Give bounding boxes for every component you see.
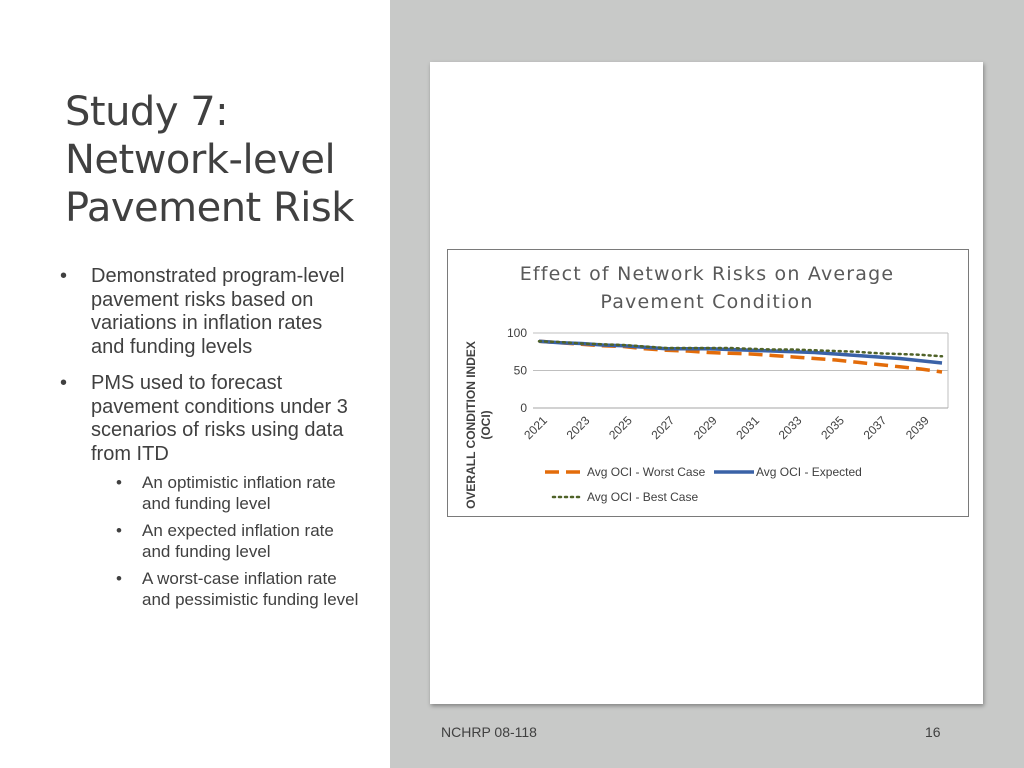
chart-title-line: Pavement Condition — [600, 291, 814, 313]
x-tick-label: 2029 — [691, 413, 720, 442]
sub-bullet-item: An optimistic inflation rate and funding… — [60, 473, 360, 514]
chart-frame — [447, 249, 969, 517]
y-tick-label: 0 — [520, 401, 527, 415]
footer-source: NCHRP 08-118 — [441, 724, 537, 740]
legend-label: Avg OCI - Worst Case — [587, 465, 706, 479]
x-tick-label: 2039 — [903, 413, 932, 442]
slide-title: Study 7: Network-level Pavement Risk — [65, 88, 365, 232]
legend-label: Avg OCI - Expected — [756, 465, 862, 479]
x-tick-label: 2027 — [648, 413, 677, 442]
series-line-dotted — [537, 340, 944, 358]
x-tick-label: 2035 — [818, 413, 847, 442]
legend-label: Avg OCI - Best Case — [587, 490, 698, 504]
bullet-item: PMS used to forecast pavement conditions… — [60, 372, 360, 466]
chart-title-line: Effect of Network Risks on Average — [519, 263, 895, 285]
bullet-item: Demonstrated program-level pavement risk… — [60, 265, 360, 359]
slide-title-line: Network-level — [65, 137, 336, 183]
x-tick-label: 2025 — [606, 413, 635, 442]
slide-title-line: Study 7: — [65, 89, 229, 135]
slide-number: 16 — [925, 724, 941, 740]
sub-bullet-item: A worst-case inflation rate and pessimis… — [60, 569, 360, 610]
x-tick-label: 2023 — [564, 413, 593, 442]
slide-title-line: Pavement Risk — [65, 185, 354, 231]
y-tick-label: 50 — [514, 364, 528, 378]
sub-bullet-item: An expected inflation rate and funding l… — [60, 521, 360, 562]
x-tick-label: 2031 — [733, 413, 762, 442]
line-chart: 0 50 100 2021 2023 2025 2027 2029 2031 2033 2035 20… — [507, 326, 949, 504]
x-tick-label: 2021 — [521, 413, 550, 442]
x-tick-label: 2033 — [776, 413, 805, 442]
x-tick-label: 2037 — [861, 413, 890, 442]
bullet-list: Demonstrated program-level pavement risk… — [60, 265, 360, 617]
chart-title: Effect of Network Risks on Average Pavem… — [447, 260, 967, 316]
y-tick-label: 100 — [507, 326, 527, 340]
sub-bullet-list: An optimistic inflation rate and funding… — [60, 473, 360, 610]
